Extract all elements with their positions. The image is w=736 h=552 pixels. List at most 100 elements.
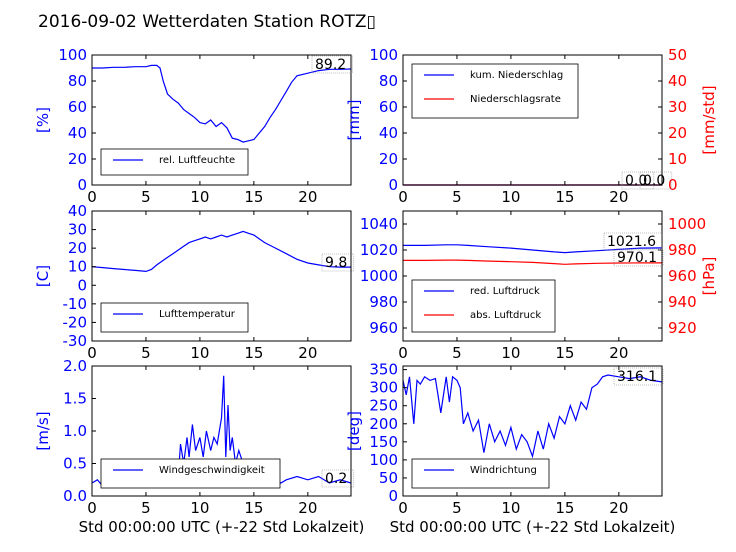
current-value-box xyxy=(613,248,664,267)
x-tick-label: 10 xyxy=(190,188,209,206)
y-tick-label: 0 xyxy=(77,276,87,294)
legend-label: rel. Luftfeuchte xyxy=(159,155,235,166)
y-axis-label: [%] xyxy=(34,107,52,133)
y-tick-label: 60 xyxy=(68,98,87,116)
plot-frame xyxy=(91,54,352,186)
x-tick-label: 0 xyxy=(87,344,97,362)
plot-frame xyxy=(91,210,352,342)
current-value-label: 0.0 xyxy=(643,173,665,189)
x-tick-label: 20 xyxy=(298,344,317,362)
y-tick-label: 20 xyxy=(68,150,87,168)
x-tick-label: 0 xyxy=(87,188,97,206)
legend-label: kum. Niederschlag xyxy=(470,70,563,81)
y-tick-label: 20 xyxy=(68,239,87,257)
series-line-lufttemperatur xyxy=(91,230,351,273)
y-tick-label: 0 xyxy=(388,487,398,505)
x-tick-label: 5 xyxy=(452,188,462,206)
y-tick-label: -30 xyxy=(63,332,88,350)
y-tick-label: 100 xyxy=(369,451,398,469)
y-right-axis-label: [hPa] xyxy=(700,257,718,296)
legend: red. Luftdruck abs. Luftdruck xyxy=(411,279,556,333)
x-tick-label: 15 xyxy=(555,499,574,517)
y-axis-label: [mm] xyxy=(345,100,363,141)
legend-box xyxy=(100,148,249,176)
x-tick-label: 5 xyxy=(141,188,151,206)
y-tick-label: 350 xyxy=(369,361,398,379)
x-tick-label: 15 xyxy=(244,188,263,206)
y-right-tick-label: 40 xyxy=(668,72,687,90)
y-tick-label: 0.5 xyxy=(63,455,87,473)
legend: Lufttemperatur xyxy=(100,302,249,333)
panel-pressure: 0 5 10 15 20 960 980 1000 1020 1040 920 940 960 980 10… xyxy=(360,210,718,362)
current-value-label: 0.0 xyxy=(625,173,647,189)
current-value-label: 0.2 xyxy=(325,471,347,487)
current-value-box xyxy=(321,469,355,488)
legend-label: Lufttemperatur xyxy=(159,309,236,320)
x-tick-label: 10 xyxy=(190,499,209,517)
x-tick-label: 5 xyxy=(141,499,151,517)
y-tick-label: 0 xyxy=(388,176,398,194)
y-right-tick-label: 30 xyxy=(668,98,687,116)
x-axis-label: Std 00:00:00 UTC (+-22 Std Lokalzeit) xyxy=(390,518,676,536)
y-tick-label: 1000 xyxy=(360,267,398,285)
legend-label: red. Luftdruck xyxy=(470,286,540,297)
current-value-box xyxy=(321,253,355,272)
y-tick-label: 300 xyxy=(369,379,398,397)
y-tick-label: 960 xyxy=(369,319,398,337)
y-right-tick-label: 980 xyxy=(668,241,697,259)
figure-title: 2016-09-02 Wetterdaten Station ROTZ▯ xyxy=(38,12,376,32)
y-tick-label: 80 xyxy=(68,72,87,90)
plot-frame xyxy=(402,365,663,497)
y-axis-label: [C] xyxy=(34,265,52,287)
series-line-abs-luftdruck xyxy=(403,259,662,265)
current-value-box xyxy=(311,55,353,74)
legend: rel. Luftfeuchte xyxy=(100,148,249,176)
y-tick-label: 1.5 xyxy=(63,390,87,408)
plot-frame xyxy=(402,54,663,186)
current-value-label: 89.2 xyxy=(315,57,346,73)
x-tick-label: 10 xyxy=(501,344,520,362)
current-value-box xyxy=(613,367,664,386)
y-axis-label: [deg] xyxy=(345,411,363,451)
y-right-tick-label: 10 xyxy=(668,150,687,168)
x-tick-label: 15 xyxy=(244,344,263,362)
x-tick-label: 20 xyxy=(609,344,628,362)
x-tick-label: 20 xyxy=(298,499,317,517)
x-tick-label: 10 xyxy=(501,188,520,206)
y-tick-label: 40 xyxy=(68,124,87,142)
legend-label: Windrichtung xyxy=(470,465,537,476)
y-tick-label: 200 xyxy=(369,415,398,433)
x-axis-label: Std 00:00:00 UTC (+-22 Std Lokalzeit) xyxy=(79,518,365,536)
y-tick-label: 40 xyxy=(379,124,398,142)
x-tick-label: 15 xyxy=(244,499,263,517)
y-right-tick-label: 920 xyxy=(668,319,697,337)
legend: kum. Niederschlag Niederschlagsrate xyxy=(411,63,579,119)
legend: Windrichtung xyxy=(411,458,550,489)
x-tick-label: 0 xyxy=(398,499,408,517)
legend-box xyxy=(100,302,249,333)
legend-box xyxy=(411,458,550,489)
y-tick-label: 980 xyxy=(369,293,398,311)
panel-wind_speed: 0 5 10 15 20 0.0 0.5 1.0 1.5 2.0 [m/s] Std 00:00:00… xyxy=(34,357,364,536)
legend-label: Windgeschwindigkeit xyxy=(159,465,265,476)
x-tick-label: 5 xyxy=(141,344,151,362)
x-tick-label: 0 xyxy=(398,344,408,362)
panel-precip: 0 5 10 15 20 0 20 40 60 80 100 0 10 20 30 40 50 [mm] [mm/s… xyxy=(345,46,718,206)
y-tick-label: 1040 xyxy=(360,215,398,233)
y-tick-label: -20 xyxy=(63,313,88,331)
current-value-box xyxy=(603,232,662,251)
x-tick-label: 0 xyxy=(87,499,97,517)
y-tick-label: 40 xyxy=(68,202,87,220)
x-tick-label: 20 xyxy=(609,499,628,517)
y-axis-label: [m/s] xyxy=(34,411,52,450)
legend-box xyxy=(100,458,281,489)
legend-box xyxy=(411,63,579,119)
x-tick-label: 10 xyxy=(190,344,209,362)
y-tick-label: 10 xyxy=(68,258,87,276)
y-tick-label: 60 xyxy=(379,98,398,116)
y-tick-label: 2.0 xyxy=(63,357,87,375)
y-tick-label: 0 xyxy=(77,176,87,194)
current-value-label: 9.8 xyxy=(325,255,347,271)
